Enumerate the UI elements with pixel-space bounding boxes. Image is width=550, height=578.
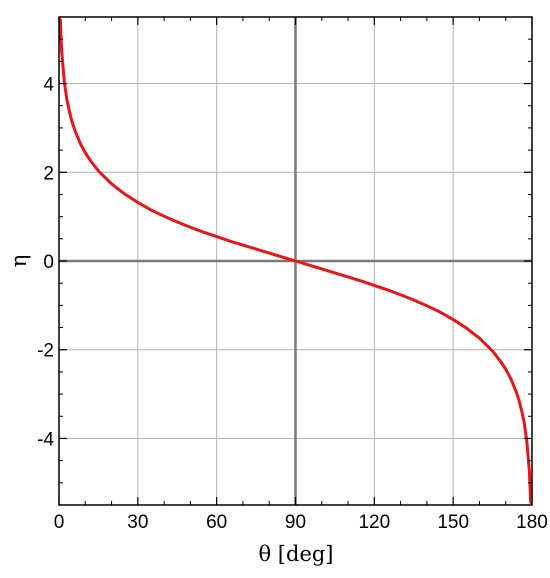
x-tick-label: 60 [206, 512, 227, 533]
x-tick-label: 0 [54, 512, 65, 533]
tick-labels: 0 30 60 90 120 150 180 -4 -2 0 2 4 [37, 75, 548, 533]
x-tick-label: 30 [127, 512, 148, 533]
y-tick-label: 0 [43, 252, 54, 273]
y-tick-label: 4 [43, 75, 54, 96]
x-axis-label: θ [deg] [258, 542, 333, 566]
x-tick-label: 90 [285, 512, 306, 533]
y-tick-label: 2 [43, 163, 54, 184]
x-tick-label: 120 [358, 512, 390, 533]
y-tick-label: -2 [37, 341, 54, 362]
y-axis-label: η [7, 255, 31, 268]
x-tick-label: 150 [437, 512, 469, 533]
series-line [58, 18, 533, 504]
x-tick-label: 180 [516, 512, 548, 533]
series-layer [58, 18, 533, 504]
y-tick-label: -4 [37, 429, 54, 450]
tick-marks [58, 17, 533, 505]
